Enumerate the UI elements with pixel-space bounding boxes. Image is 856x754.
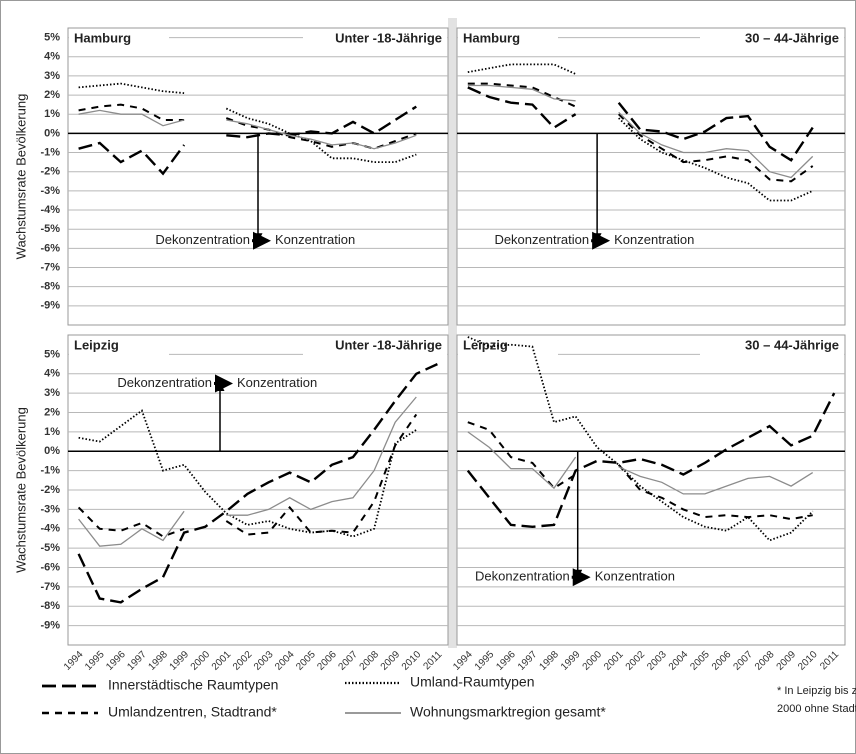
- y-tick-label: 1%: [44, 108, 60, 120]
- title-box: [458, 29, 558, 49]
- y-tick-label: 1%: [44, 426, 60, 438]
- series-line: [226, 119, 417, 150]
- y-tick-label: -3%: [40, 503, 60, 515]
- series-line: [78, 510, 185, 547]
- series-line: [618, 117, 814, 202]
- panel-subtitle: 30 – 44-Jährige: [745, 30, 839, 45]
- panel-title: Hamburg: [74, 30, 131, 45]
- legend-label: Umlandzentren, Stadtrand*: [108, 704, 277, 720]
- y-tick-label: 5%: [44, 348, 60, 360]
- y-tick-label: 3%: [44, 387, 60, 399]
- y-tick-label: -7%: [40, 261, 60, 273]
- y-tick-label: 0%: [44, 445, 60, 457]
- series-line: [225, 413, 418, 536]
- panel-gap: [448, 18, 457, 648]
- y-tick-label: -6%: [40, 561, 60, 573]
- y-tick-label: 0%: [44, 127, 60, 139]
- title-box: [69, 336, 169, 356]
- annotation: Konzentration: [614, 232, 694, 247]
- y-tick-label: 5%: [44, 31, 60, 43]
- series-line: [226, 396, 417, 516]
- series-line: [467, 63, 576, 75]
- legend-label: Umland-Raumtypen: [410, 674, 535, 690]
- series-line: [78, 82, 185, 94]
- footnote: * In Leipzig bis zum Jahr: [777, 685, 856, 697]
- series-line: [467, 84, 576, 102]
- subtitle-box: [303, 336, 447, 356]
- panel-title: Hamburg: [463, 30, 520, 45]
- annotation: Konzentration: [275, 232, 355, 247]
- annotation: Konzentration: [237, 375, 317, 390]
- y-tick-label: -1%: [40, 465, 60, 477]
- y-tick-label: -7%: [40, 581, 60, 593]
- series-line: [618, 111, 814, 179]
- panel-title: Leipzig: [74, 337, 119, 352]
- series-line: [618, 466, 814, 495]
- series-line: [617, 113, 814, 183]
- y-tick-label: 2%: [44, 406, 60, 418]
- panel-title: Leipzig: [463, 337, 508, 352]
- legend-label: Wohnungsmarktregion gesamt*: [410, 704, 606, 720]
- y-axis-label: Wachstumsrate Bevölkerung: [13, 407, 28, 573]
- annotation: Dekonzentration: [117, 375, 212, 390]
- subtitle-box: [700, 29, 844, 49]
- annotation: Konzentration: [595, 569, 675, 584]
- y-tick-label: -2%: [40, 484, 60, 496]
- footnote: 2000 ohne Stadtrand: [777, 703, 856, 715]
- y-tick-label: -5%: [40, 223, 60, 235]
- y-axis-label: Wachstumsrate Bevölkerung: [13, 94, 28, 260]
- y-tick-label: -8%: [40, 600, 60, 612]
- plot-area: [456, 27, 846, 326]
- panel-subtitle: 30 – 44-Jährige: [745, 337, 839, 352]
- series-line: [467, 86, 577, 130]
- title-box: [69, 29, 169, 49]
- panel-subtitle: Unter -18-Jährige: [335, 30, 442, 45]
- y-tick-label: -6%: [40, 242, 60, 254]
- series-line: [77, 363, 438, 604]
- y-tick-label: -5%: [40, 542, 60, 554]
- y-tick-label: -9%: [40, 620, 60, 632]
- y-tick-label: -2%: [40, 166, 60, 178]
- y-tick-label: 4%: [44, 368, 60, 380]
- y-tick-label: -3%: [40, 185, 60, 197]
- subtitle-box: [303, 29, 447, 49]
- series-line: [467, 431, 577, 490]
- annotation: Dekonzentration: [155, 232, 250, 247]
- y-tick-label: -4%: [40, 204, 60, 216]
- annotation: Dekonzentration: [494, 232, 589, 247]
- y-tick-label: 3%: [44, 70, 60, 82]
- series-line: [467, 421, 577, 490]
- panel-subtitle: Unter -18-Jährige: [335, 337, 442, 352]
- series-line: [78, 103, 185, 121]
- series-line: [617, 464, 813, 521]
- series-line: [467, 336, 814, 542]
- series-line: [466, 392, 836, 529]
- y-tick-label: 4%: [44, 51, 60, 63]
- subtitle-box: [700, 336, 844, 356]
- y-tick-label: 2%: [44, 89, 60, 101]
- series-line: [78, 109, 185, 127]
- y-tick-label: -1%: [40, 146, 60, 158]
- legend-label: Innerstädtische Raumtypen: [108, 677, 278, 693]
- y-tick-label: -8%: [40, 281, 60, 293]
- series-line: [78, 141, 186, 176]
- annotation: Dekonzentration: [475, 569, 570, 584]
- series-line: [617, 101, 814, 162]
- y-tick-label: -4%: [40, 523, 60, 535]
- y-tick-label: -9%: [40, 300, 60, 312]
